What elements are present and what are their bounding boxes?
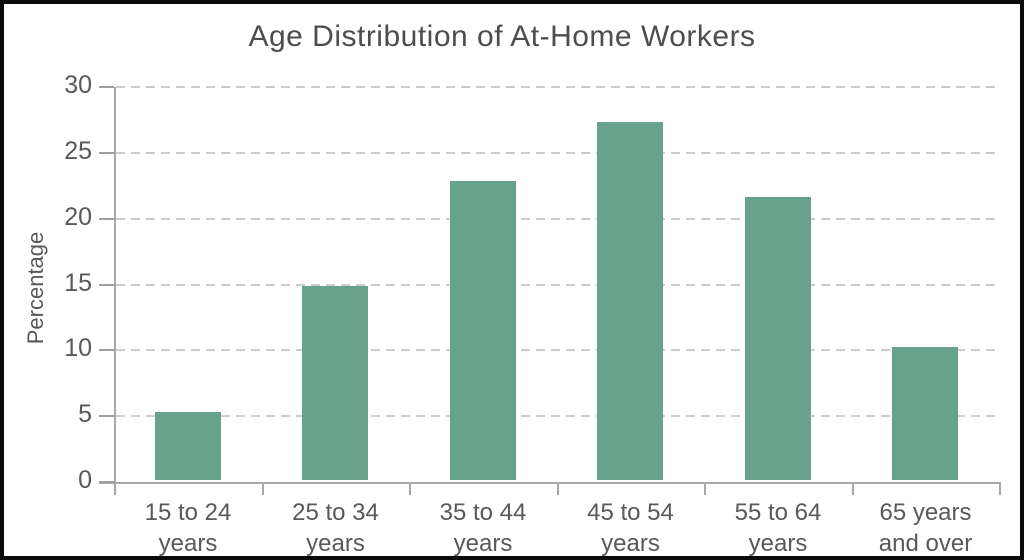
y-tick-25 [99, 151, 114, 154]
y-tick-20 [99, 217, 114, 220]
x-boundary-tick-0 [114, 482, 116, 495]
y-tick-label-5: 5 [78, 400, 92, 429]
bar-15-to-24-years [154, 411, 221, 480]
x-category-label-1: 25 to 34 years [292, 499, 379, 557]
x-boundary-tick-1 [262, 482, 264, 495]
y-tick-label-10: 10 [64, 334, 92, 363]
gridline-y-15 [116, 283, 999, 286]
y-tick-5 [99, 415, 114, 418]
gridline-y-5 [116, 415, 999, 418]
x-axis-line [99, 482, 999, 484]
bar-45-to-54-years [597, 121, 664, 480]
y-axis-line [114, 87, 116, 495]
x-boundary-tick-5 [852, 482, 854, 495]
y-tick-label-25: 25 [64, 136, 92, 165]
bar-35-to-44-years [449, 181, 516, 480]
x-boundary-tick-2 [409, 482, 411, 495]
x-category-label-4: 55 to 64 years [734, 499, 822, 557]
gridline-y-25 [116, 151, 999, 154]
x-boundary-tick-6 [999, 482, 1001, 495]
x-category-label-2: 35 to 44 years [439, 499, 527, 557]
bar-25-to-34-years [302, 286, 369, 480]
y-tick-label-20: 20 [64, 202, 92, 231]
bar-55-to-64-years [744, 196, 811, 480]
x-boundary-tick-4 [704, 482, 706, 495]
gridline-y-20 [116, 217, 999, 220]
y-tick-label-30: 30 [64, 71, 92, 100]
x-category-label-0: 15 to 24 years [144, 499, 232, 557]
y-tick-label-0: 0 [78, 466, 92, 495]
y-tick-0 [99, 481, 114, 483]
gridline-y-30 [116, 86, 999, 88]
x-category-label-3: 45 to 54 years [587, 499, 674, 557]
y-tick-label-15: 15 [64, 268, 92, 297]
x-category-label-5: 65 years and over [878, 499, 973, 557]
y-tick-30 [99, 86, 114, 88]
y-tick-10 [99, 349, 114, 352]
x-boundary-tick-3 [557, 482, 559, 495]
y-tick-15 [99, 283, 114, 286]
bar-65-years-and-over [892, 347, 959, 480]
plot-area: 0 5 10 15 20 25 30 15 to 24 years 25 to 34 years 35… [64, 71, 1001, 556]
gridline-y-10 [116, 349, 999, 352]
chart-title: Age Distribution of At-Home Workers [248, 20, 756, 53]
